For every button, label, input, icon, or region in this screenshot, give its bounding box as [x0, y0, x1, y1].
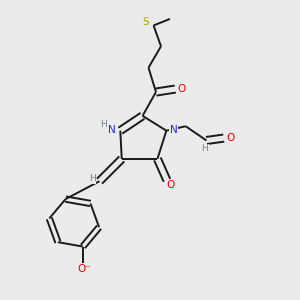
Text: O: O	[226, 133, 234, 143]
Text: O: O	[167, 180, 175, 190]
Text: O⁻: O⁻	[77, 264, 91, 274]
Text: S: S	[142, 17, 148, 27]
Text: H: H	[100, 120, 107, 129]
Text: N: N	[170, 125, 178, 135]
Text: H: H	[202, 144, 208, 153]
Text: O: O	[178, 84, 186, 94]
Text: N: N	[108, 125, 116, 135]
Text: H: H	[89, 174, 95, 183]
